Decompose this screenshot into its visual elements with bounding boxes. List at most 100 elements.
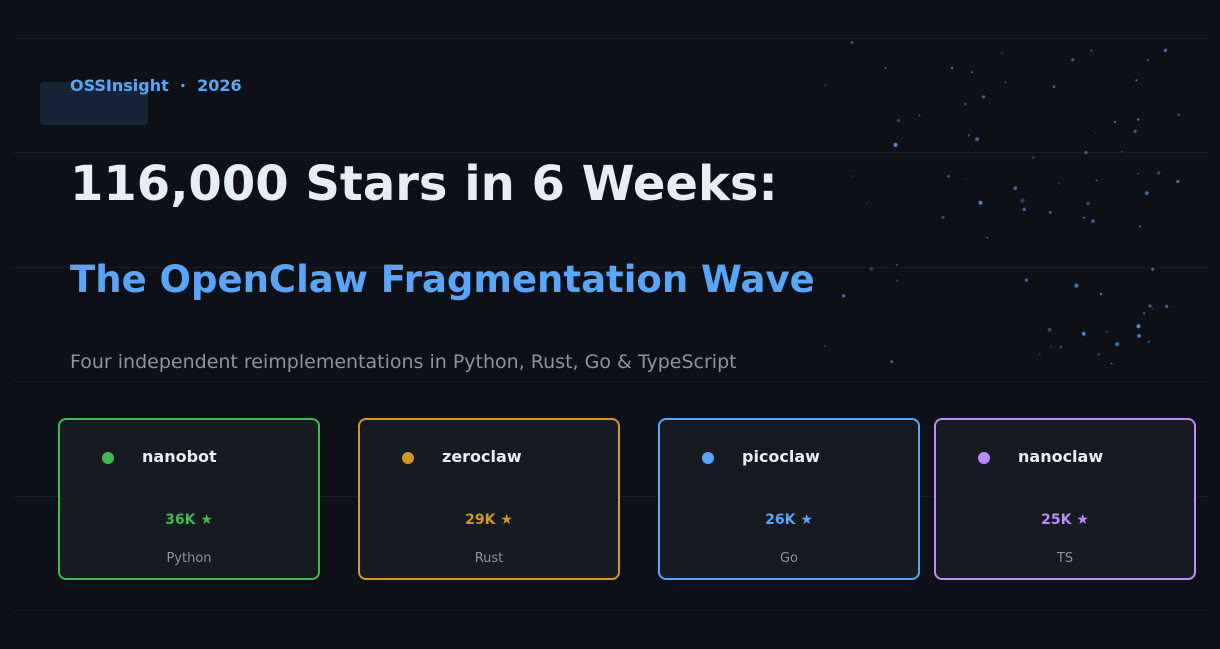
star-dot: [1094, 132, 1096, 134]
color-dot-icon: [702, 452, 714, 464]
star-dot: [893, 142, 898, 147]
grid-line: [12, 610, 1208, 611]
repo-card-nanobot: nanobot 36K ★ Python: [58, 418, 320, 580]
star-count: 26K ★: [765, 512, 813, 528]
star-dot: [1081, 337, 1083, 339]
star-dot: [975, 137, 980, 142]
star-dot: [869, 267, 874, 271]
star-dot: [971, 145, 973, 147]
star-dot: [1099, 292, 1103, 296]
star-dot: [1091, 219, 1095, 223]
star-dot: [1047, 327, 1052, 332]
star-dot: [1113, 120, 1117, 123]
star-dot: [1138, 225, 1141, 228]
brand-label: OSSInsight · 2026: [70, 76, 242, 95]
star-dot: [1032, 156, 1035, 159]
star-dot: [1151, 307, 1154, 310]
star-dot: [1137, 118, 1140, 121]
repo-name: zeroclaw: [442, 447, 522, 466]
star-count: 36K ★: [165, 512, 213, 528]
star-dot: [1058, 183, 1060, 185]
star-dot: [1177, 113, 1181, 117]
star-dot: [1090, 49, 1093, 52]
star-dot: [1148, 304, 1152, 308]
star-dot: [1143, 312, 1146, 315]
star-dot: [1081, 332, 1086, 336]
star-dot: [884, 66, 887, 69]
star-dot: [824, 344, 826, 347]
language-label: TS: [1056, 551, 1074, 566]
star-dot: [1151, 267, 1155, 271]
star-dot: [1163, 48, 1168, 53]
language-label: Rust: [474, 551, 504, 566]
star-dot: [1135, 79, 1138, 82]
star-dot: [1013, 186, 1018, 191]
star-dot: [1144, 191, 1149, 195]
star-dot: [841, 294, 846, 298]
page-subtitle: The OpenClaw Fragmentation Wave: [70, 258, 815, 301]
star-dot: [918, 114, 921, 117]
star-dot: [982, 95, 986, 99]
star-dot: [941, 215, 945, 219]
star-dot: [978, 200, 983, 205]
star-dot: [850, 41, 854, 45]
star-dot: [1048, 211, 1052, 214]
star-dot: [866, 202, 868, 204]
star-dot: [1059, 345, 1063, 349]
star-dot: [1095, 179, 1098, 182]
color-dot-icon: [978, 452, 990, 464]
repo-name: picoclaw: [742, 447, 820, 466]
star-dot: [1147, 340, 1150, 343]
star-dot: [970, 71, 973, 74]
page-title: 116,000 Stars in 6 Weeks:: [70, 156, 778, 212]
star-dot: [965, 178, 967, 181]
star-dot: [1121, 150, 1123, 153]
star-dot: [896, 279, 898, 282]
star-dot: [1115, 342, 1120, 347]
star-dot: [1050, 345, 1052, 347]
language-label: Go: [779, 551, 799, 566]
star-dot: [1106, 330, 1108, 333]
star-dot: [1024, 278, 1029, 282]
star-dot: [947, 175, 950, 178]
star-dot: [824, 84, 827, 87]
grid-line: [12, 152, 1208, 153]
star-dot: [852, 77, 855, 79]
star-dot: [963, 102, 967, 106]
star-dot: [895, 263, 898, 266]
star-dot: [1165, 304, 1169, 308]
star-dot: [1082, 216, 1085, 219]
star-dot: [1038, 353, 1041, 355]
grid-line: [12, 267, 1208, 268]
star-dot: [1022, 207, 1027, 211]
repo-card-picoclaw: picoclaw 26K ★ Go: [658, 418, 920, 580]
star-dot: [1084, 150, 1088, 155]
star-dot: [1097, 352, 1101, 356]
star-dot: [1083, 331, 1085, 333]
repo-card-zeroclaw: zeroclaw 29K ★ Rust: [358, 418, 620, 580]
star-dot: [1137, 172, 1140, 175]
star-dot: [851, 175, 854, 177]
star-dot: [1146, 59, 1149, 62]
color-dot-icon: [402, 452, 414, 464]
star-dot: [1022, 208, 1026, 212]
star-dot: [1137, 333, 1141, 338]
star-dot: [1052, 85, 1056, 88]
star-dot: [890, 360, 894, 364]
star-dot: [967, 134, 971, 137]
language-label: Python: [166, 551, 212, 566]
color-dot-icon: [102, 452, 114, 464]
star-count: 29K ★: [465, 512, 513, 528]
repo-name: nanobot: [142, 447, 217, 466]
tagline: Four independent reimplementations in Py…: [70, 351, 737, 373]
star-dot: [1086, 201, 1090, 206]
grid-line: [12, 38, 1208, 39]
star-dot: [950, 67, 954, 70]
star-dot: [1136, 324, 1141, 329]
star-dot: [1156, 171, 1161, 175]
repo-card-nanoclaw: nanoclaw 25K ★ TS: [934, 418, 1196, 580]
star-count: 25K ★: [1041, 512, 1089, 528]
star-dot: [1133, 129, 1137, 133]
star-dot: [1020, 198, 1025, 203]
star-dot: [1074, 283, 1079, 288]
